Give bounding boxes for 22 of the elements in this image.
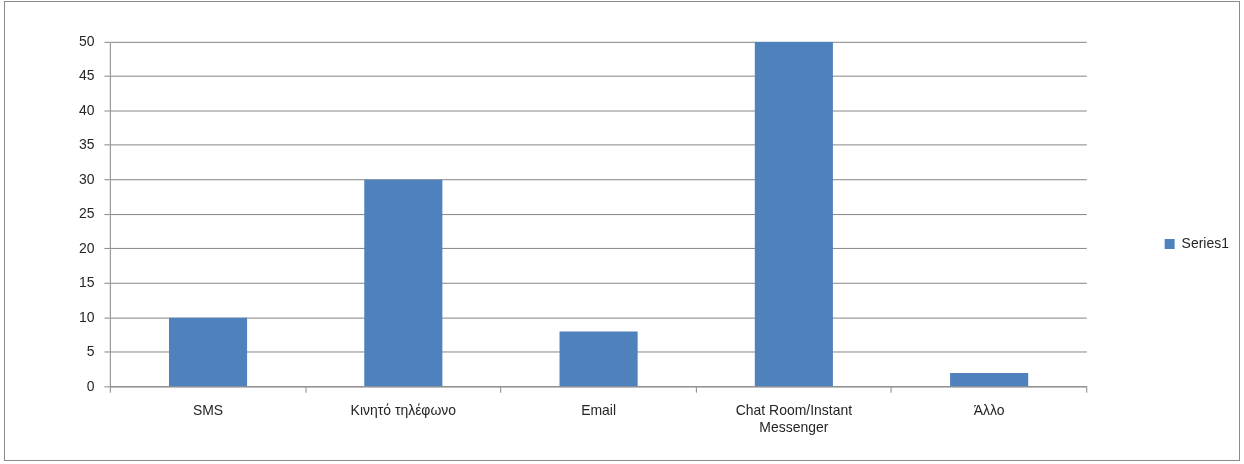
y-tick-label: 5 [86,343,95,360]
bar [168,317,248,387]
x-tick-label: Κινητό τηλέφωνο [350,401,457,418]
bar [754,41,833,387]
x-tick-label: Άλλο [973,401,1005,418]
y-tick-label: 0 [86,377,95,394]
bar [950,372,1029,387]
y-tick-label: 40 [78,101,95,118]
y-tick-label: 25 [78,205,95,222]
y-tick-label: 30 [78,170,95,187]
y-tick-label: 20 [78,239,95,256]
y-tick-label: 15 [78,274,95,291]
x-tick-label: SMS [192,401,224,418]
bar [364,179,443,387]
x-tick-label: Email [581,401,617,418]
x-tick-label: Chat Room/Instant Messenger [735,401,853,435]
y-tick-label: 35 [78,136,95,153]
y-tick-label: 50 [78,32,95,49]
bar [559,331,638,387]
legend-label: Series1 [1181,234,1230,251]
y-tick-label: 10 [78,308,95,325]
y-tick-label: 45 [78,67,95,84]
